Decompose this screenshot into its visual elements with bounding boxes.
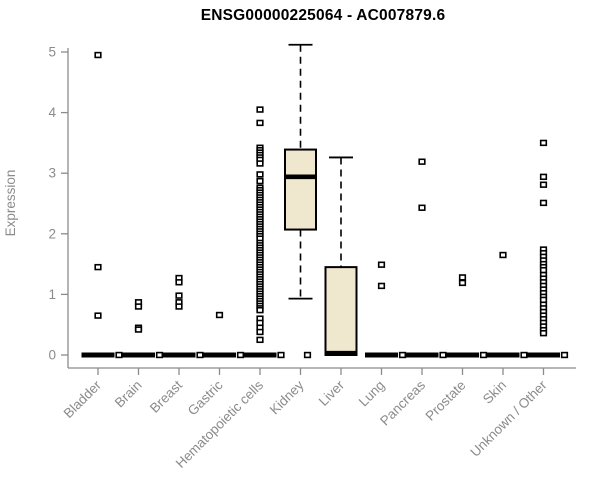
x-tick-label: Lung xyxy=(356,378,388,410)
outlier-point xyxy=(175,292,183,299)
outlier-point xyxy=(418,204,426,211)
side-point xyxy=(520,351,528,359)
outlier-point xyxy=(175,279,183,286)
y-tick-label: 0 xyxy=(48,348,56,363)
outlier-point xyxy=(539,139,548,147)
side-point xyxy=(115,351,123,359)
outlier-point xyxy=(94,263,102,271)
outlier-point xyxy=(499,251,507,259)
side-point xyxy=(155,351,164,359)
outlier-point xyxy=(256,336,264,344)
outlier-point xyxy=(256,328,264,336)
y-tick-label: 1 xyxy=(48,287,56,302)
y-tick-label: 4 xyxy=(48,105,56,120)
outlier-point xyxy=(458,274,467,281)
outlier-point xyxy=(377,282,386,290)
y-tick-label: 2 xyxy=(48,226,56,241)
outlier-point xyxy=(458,279,467,287)
outlier-point xyxy=(94,51,102,59)
x-tick-label: Unknown / Other xyxy=(467,377,550,460)
side-point xyxy=(398,351,407,359)
x-tick-label: Breast xyxy=(147,377,185,415)
side-point xyxy=(560,351,569,359)
x-tick-label: Prostate xyxy=(422,378,468,424)
outlier-point xyxy=(539,329,548,337)
outlier-point xyxy=(215,311,224,319)
side-point xyxy=(479,351,488,359)
outlier-point xyxy=(377,261,386,268)
outlier-point xyxy=(539,173,548,181)
side-point xyxy=(236,351,245,359)
side-point xyxy=(277,351,285,359)
outlier-point xyxy=(256,160,264,167)
x-tick-label: Brain xyxy=(112,378,145,411)
x-tick-label: Skin xyxy=(480,378,509,407)
outlier-point xyxy=(175,303,183,310)
y-tick-label: 3 xyxy=(48,166,56,181)
side-point xyxy=(439,351,447,359)
x-tick-label: Liver xyxy=(316,377,348,409)
outlier-point xyxy=(256,177,264,185)
outlier-point xyxy=(256,119,264,127)
outlier-point xyxy=(256,171,264,178)
side-point xyxy=(303,351,312,359)
chart-title: ENSG00000225064 - AC007879.6 xyxy=(200,7,446,24)
outlier-point xyxy=(539,181,548,188)
outlier-point xyxy=(256,106,264,113)
outlier-point xyxy=(134,326,143,333)
outlier-point xyxy=(539,199,548,207)
outlier-point xyxy=(134,303,143,310)
outlier-point xyxy=(256,306,264,314)
outlier-point xyxy=(94,312,102,319)
x-tick-label: Bladder xyxy=(61,377,105,421)
box xyxy=(324,266,358,357)
outlier-point xyxy=(418,158,426,165)
x-tick-label: Pancreas xyxy=(377,377,428,428)
side-point xyxy=(196,351,204,359)
y-tick-label: 5 xyxy=(48,45,56,60)
x-tick-label: Kidney xyxy=(267,377,307,417)
box xyxy=(284,148,317,231)
y-axis-title: Expression xyxy=(3,170,18,237)
